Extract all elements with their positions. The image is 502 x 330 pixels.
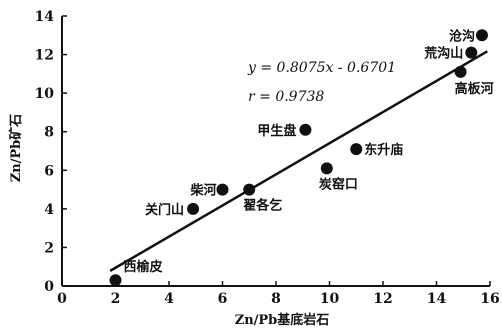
- point-label: 翟各乞: [243, 198, 282, 214]
- x-tick-label: 2: [111, 291, 121, 307]
- x-tick-label: 8: [271, 291, 281, 307]
- y-tick-label: 0: [44, 279, 54, 295]
- data-point: [465, 46, 478, 59]
- point-label: 关门山: [145, 202, 184, 218]
- point-label: 高板河: [455, 81, 494, 97]
- data-points: [109, 29, 488, 287]
- y-tick-label: 10: [35, 86, 55, 102]
- regression-line: [109, 50, 488, 272]
- x-tick-label: 10: [320, 291, 340, 307]
- point-label: 炭窑口: [319, 176, 358, 192]
- y-tick-label: 8: [44, 125, 54, 141]
- data-point: [475, 29, 488, 42]
- point-label: 东升庙: [364, 142, 403, 158]
- y-tick-label: 2: [44, 240, 54, 256]
- y-tick-label: 6: [44, 163, 54, 179]
- x-tick-label: 6: [218, 291, 228, 307]
- x-tick-label: 14: [427, 291, 447, 307]
- x-tick-label: 4: [164, 291, 174, 307]
- equation-annotation: y = 0.8075x - 0.6701: [247, 60, 396, 76]
- x-tick-label: 12: [373, 291, 392, 307]
- x-axis-label: Zn/Pb基底岩石: [235, 312, 330, 328]
- data-point: [187, 202, 200, 215]
- fit-line-group: [109, 50, 488, 272]
- data-point: [109, 274, 122, 287]
- y-axis-label: Zn/Pb矿石: [8, 114, 24, 183]
- y-tick-label: 14: [35, 9, 55, 25]
- point-label: 沧沟: [449, 28, 475, 44]
- point-label: 甲生盘: [257, 123, 296, 139]
- y-tick-label: 12: [35, 48, 54, 64]
- data-point: [350, 143, 363, 156]
- data-point: [243, 183, 256, 196]
- axis-ticks: 0 2 4 6 8 10 12 14 16 0 2 4 6 8 10 12 14: [35, 9, 500, 307]
- data-point: [299, 123, 312, 136]
- r-annotation: r = 0.9738: [248, 89, 324, 105]
- data-point: [320, 162, 333, 175]
- y-tick-label: 4: [44, 202, 54, 218]
- point-label: 西榆皮: [124, 259, 163, 275]
- x-tick-label: 16: [480, 291, 499, 307]
- point-label: 荒沟山: [423, 46, 463, 62]
- data-point: [454, 65, 467, 78]
- point-label: 柴河: [189, 183, 216, 199]
- x-tick-label: 0: [57, 291, 67, 307]
- data-point: [216, 183, 229, 196]
